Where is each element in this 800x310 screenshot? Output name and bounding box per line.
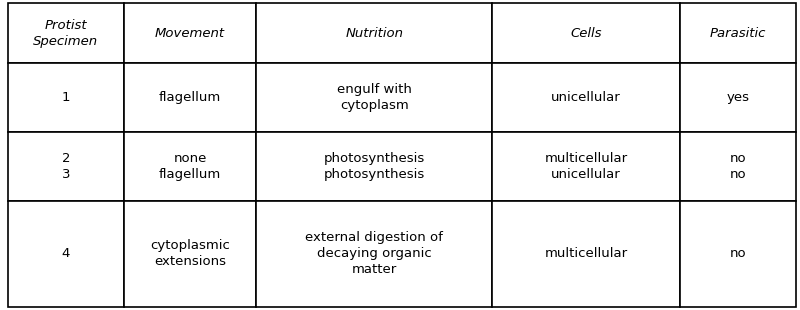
Bar <box>8 3 124 63</box>
Bar <box>8 201 124 307</box>
Text: multicellular
unicellular: multicellular unicellular <box>545 152 628 181</box>
Text: none
flagellum: none flagellum <box>159 152 221 181</box>
Bar <box>124 201 256 307</box>
Text: photosynthesis
photosynthesis: photosynthesis photosynthesis <box>323 152 425 181</box>
Bar <box>680 201 796 307</box>
Text: 2
3: 2 3 <box>62 152 70 181</box>
Bar <box>492 3 680 63</box>
Text: Nutrition: Nutrition <box>345 27 403 39</box>
Bar <box>124 63 256 132</box>
Bar <box>492 132 680 201</box>
Text: cytoplasmic
extensions: cytoplasmic extensions <box>150 239 230 268</box>
Text: external digestion of
decaying organic
matter: external digestion of decaying organic m… <box>306 232 443 277</box>
Text: 1: 1 <box>62 91 70 104</box>
Bar <box>256 201 492 307</box>
Bar <box>680 132 796 201</box>
Text: flagellum: flagellum <box>159 91 221 104</box>
Bar <box>492 201 680 307</box>
Bar <box>124 3 256 63</box>
Text: Cells: Cells <box>570 27 602 39</box>
Text: unicellular: unicellular <box>551 91 621 104</box>
Text: no
no: no no <box>730 152 746 181</box>
Bar <box>256 3 492 63</box>
Text: multicellular: multicellular <box>545 247 628 260</box>
Bar <box>680 63 796 132</box>
Text: no: no <box>730 247 746 260</box>
Text: yes: yes <box>726 91 750 104</box>
Bar <box>256 132 492 201</box>
Bar <box>256 63 492 132</box>
Bar <box>680 3 796 63</box>
Text: Parasitic: Parasitic <box>710 27 766 39</box>
Text: Movement: Movement <box>155 27 225 39</box>
Bar <box>8 132 124 201</box>
Bar <box>124 132 256 201</box>
Text: engulf with
cytoplasm: engulf with cytoplasm <box>337 83 412 112</box>
Bar <box>492 63 680 132</box>
Text: 4: 4 <box>62 247 70 260</box>
Bar <box>8 63 124 132</box>
Text: Protist
Specimen: Protist Specimen <box>34 19 98 47</box>
